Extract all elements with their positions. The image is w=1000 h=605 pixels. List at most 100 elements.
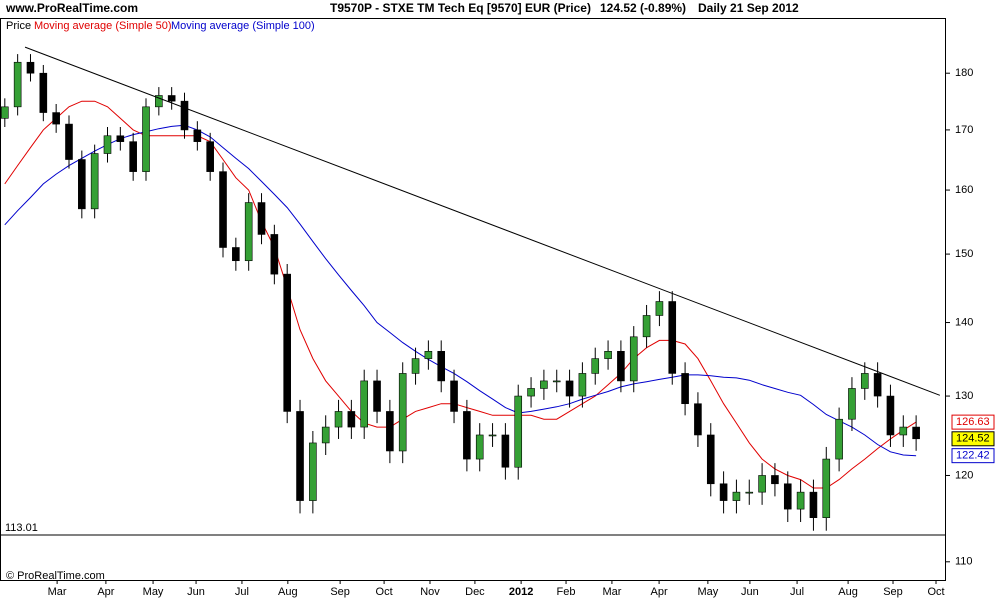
candle-body	[783, 483, 792, 510]
candle-body	[809, 491, 818, 518]
x-tick-label: Jun	[741, 586, 759, 598]
x-tick-label: May	[697, 586, 718, 598]
candle-body	[578, 373, 587, 397]
moving-average-line	[4, 100, 917, 489]
candle-body	[475, 434, 484, 460]
x-tick-label: Jul	[235, 586, 249, 598]
candle-body	[334, 411, 343, 428]
candle-body	[129, 141, 137, 172]
trendline	[24, 46, 941, 396]
candle-body	[591, 358, 600, 374]
candle-body	[373, 380, 381, 412]
legend-ma50: Moving average (Simple 50)	[34, 20, 172, 32]
candle-body	[694, 403, 702, 436]
y-tick-label: 160	[955, 184, 973, 196]
x-tick-label: Oct	[376, 586, 393, 598]
candle-body	[514, 395, 523, 468]
candle-body	[629, 336, 638, 382]
footer: © ProRealTime.com	[6, 570, 105, 582]
candle-body	[565, 380, 574, 397]
candle-body	[103, 135, 112, 154]
candle-body	[860, 373, 869, 389]
ma50-last-value-box	[951, 414, 995, 430]
candle-body	[873, 373, 882, 397]
period: Daily 21 Sep 2012	[698, 1, 799, 15]
candle-body	[386, 411, 394, 452]
price-last-value: 124.52	[956, 433, 990, 445]
x-tick-label: Aug	[278, 586, 298, 598]
candle-body	[706, 434, 715, 485]
candle-body	[52, 112, 60, 125]
level-label: 113.01	[5, 522, 38, 534]
x-tick-label: Mar	[48, 586, 67, 598]
candle-body	[321, 426, 330, 444]
candle-body	[796, 491, 805, 510]
candle-body	[450, 380, 458, 412]
candle-body	[835, 418, 843, 460]
candle-body	[668, 301, 677, 374]
candle-body	[398, 373, 407, 452]
candle-body	[488, 434, 497, 437]
candle-body	[745, 491, 754, 494]
candle-body	[360, 380, 369, 428]
x-tick-label: Apr	[97, 586, 114, 598]
site-name: www.ProRealTime.com	[5, 1, 138, 15]
x-tick-label: Aug	[838, 586, 858, 598]
candle-body	[848, 388, 856, 420]
candle-body	[193, 129, 202, 142]
candle-body	[411, 358, 420, 374]
legend-price: Price	[6, 20, 31, 32]
candle-body	[270, 234, 279, 275]
candle-body	[296, 411, 304, 501]
x-tick-label: Oct	[927, 586, 944, 598]
x-tick-label: Feb	[557, 586, 576, 598]
instrument: T9570P - STXE TM Tech Eq [9570] EUR (Pri…	[330, 1, 591, 15]
candle-body	[501, 434, 510, 468]
candle-body	[219, 171, 227, 248]
candle-body	[78, 159, 86, 210]
x-tick-label: Jul	[790, 586, 804, 598]
plot-area	[0, 54, 945, 536]
candle-body	[899, 426, 908, 436]
candle-body	[463, 411, 471, 460]
ma100-last-value-box	[951, 448, 995, 464]
candle-body	[642, 315, 651, 338]
candle-body	[142, 106, 150, 172]
candle-body	[155, 95, 163, 108]
x-tick-label: May	[143, 586, 164, 598]
candle-body	[309, 442, 317, 501]
x-tick-label: Nov	[420, 586, 440, 598]
candle-body	[39, 72, 48, 113]
legend-ma100: Moving average (Simple 100)	[171, 20, 315, 32]
candle-body	[617, 350, 625, 382]
candle-body	[1, 106, 9, 119]
y-tick-label: 180	[955, 67, 973, 79]
candle-body	[552, 380, 561, 383]
x-tick-label: Sep	[330, 586, 350, 598]
candle-body	[758, 475, 766, 493]
x-tick-label: Mar	[602, 586, 621, 598]
y-tick-label: 120	[955, 469, 973, 481]
quote: 124.52 (-0.89%)	[600, 1, 686, 15]
candle-body	[244, 202, 253, 262]
candle-body	[424, 350, 433, 359]
ma50-last-value: 126.63	[956, 416, 990, 428]
price-last-value-box	[951, 431, 995, 447]
x-tick-label: Sep	[883, 586, 903, 598]
candle-body	[681, 373, 689, 405]
candle-body	[347, 411, 356, 428]
candle-body	[655, 301, 664, 316]
plot-frame	[0, 18, 946, 581]
candle-body	[540, 380, 548, 389]
candle-body	[90, 153, 99, 210]
candle-body	[719, 483, 728, 501]
x-tick-label: Jun	[187, 586, 205, 598]
candle-body	[604, 350, 612, 359]
candle-body	[912, 426, 920, 440]
candle-body	[822, 458, 831, 518]
x-tick-label: 2012	[509, 586, 533, 598]
y-tick-label: 140	[955, 316, 973, 328]
candle-body	[206, 141, 214, 172]
candle-body	[257, 202, 266, 235]
